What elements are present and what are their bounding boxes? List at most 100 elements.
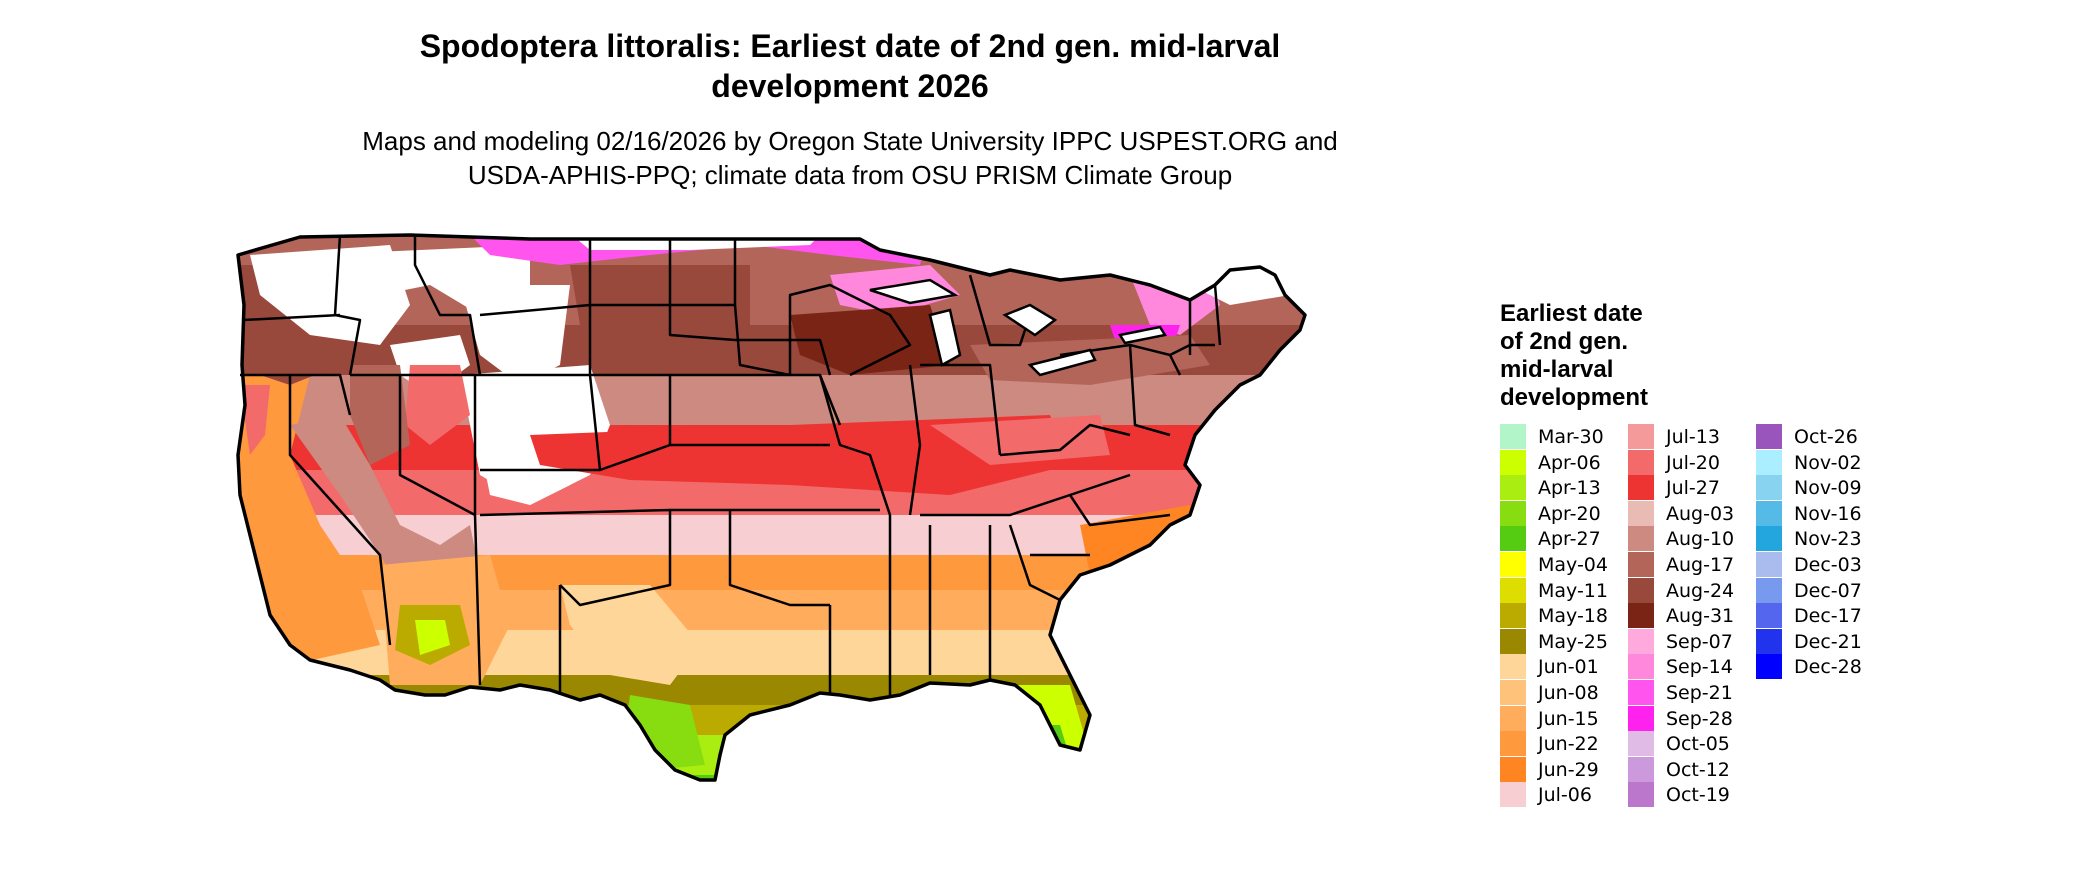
legend-label: May-11 bbox=[1538, 579, 1608, 602]
legend-label: Jul-27 bbox=[1666, 477, 1720, 500]
legend-label: May-25 bbox=[1538, 630, 1608, 653]
legend-label: Dec-17 bbox=[1794, 605, 1862, 628]
legend-swatch bbox=[1756, 475, 1782, 501]
map-title: Spodoptera littoralis: Earliest date of … bbox=[200, 26, 1500, 106]
legend-label: Aug-24 bbox=[1666, 579, 1735, 602]
legend-swatch bbox=[1756, 603, 1782, 629]
legend-item: May-04 bbox=[1500, 552, 1640, 577]
legend-item: Aug-10 bbox=[1628, 526, 1768, 552]
legend-label: May-04 bbox=[1538, 554, 1608, 576]
legend-item: Sep-14 bbox=[1628, 654, 1768, 680]
map-subtitle-line2: USDA-APHIS-PPQ; climate data from OSU PR… bbox=[467, 160, 1233, 190]
legend-swatch bbox=[1628, 552, 1654, 577]
legend-item: Dec-03 bbox=[1756, 552, 1896, 577]
legend-item: May-11 bbox=[1500, 577, 1640, 603]
legend-label: Sep-28 bbox=[1666, 707, 1733, 730]
legend-label: Aug-03 bbox=[1666, 502, 1735, 525]
legend-label: Mar-30 bbox=[1538, 426, 1604, 448]
legend-label: Jun-22 bbox=[1538, 733, 1599, 756]
legend-item: Aug-24 bbox=[1628, 577, 1768, 603]
legend-swatch bbox=[1628, 475, 1654, 501]
legend-swatch bbox=[1628, 526, 1654, 552]
legend-swatch bbox=[1756, 424, 1782, 449]
legend-swatch bbox=[1756, 654, 1782, 680]
legend-item: Dec-17 bbox=[1756, 603, 1896, 629]
legend-item: Jun-01 bbox=[1500, 654, 1640, 680]
legend-label: Jun-29 bbox=[1538, 758, 1599, 781]
legend-item: Jun-15 bbox=[1500, 705, 1640, 731]
legend-swatch bbox=[1628, 680, 1654, 705]
legend-item: Apr-27 bbox=[1500, 526, 1640, 552]
legend-swatch bbox=[1500, 424, 1526, 449]
legend-label: Nov-16 bbox=[1794, 502, 1862, 525]
legend-item: Jun-29 bbox=[1500, 756, 1640, 782]
legend-label: Jul-20 bbox=[1666, 451, 1720, 474]
legend-swatch bbox=[1628, 424, 1654, 449]
legend-item: Jul-27 bbox=[1628, 475, 1768, 501]
legend-swatch bbox=[1628, 731, 1654, 757]
legend-swatch bbox=[1500, 654, 1526, 680]
legend-item: Jul-20 bbox=[1628, 449, 1768, 475]
legend-swatch bbox=[1756, 526, 1782, 552]
legend-label: Dec-28 bbox=[1794, 656, 1862, 679]
legend-swatch bbox=[1500, 475, 1526, 501]
legend-item: Jul-06 bbox=[1500, 782, 1640, 808]
legend-swatch bbox=[1500, 680, 1526, 705]
legend-swatch bbox=[1500, 628, 1526, 654]
legend-item: Aug-17 bbox=[1628, 552, 1768, 577]
legend-item: Nov-02 bbox=[1756, 449, 1896, 475]
legend-item: Dec-28 bbox=[1756, 654, 1896, 680]
legend-label: Apr-27 bbox=[1538, 528, 1601, 551]
legend-swatch bbox=[1628, 756, 1654, 782]
legend-label: Dec-03 bbox=[1794, 554, 1862, 576]
legend-item: Apr-13 bbox=[1500, 475, 1640, 501]
us-map bbox=[230, 225, 1470, 890]
legend-item: Aug-03 bbox=[1628, 500, 1768, 526]
legend-label: Nov-23 bbox=[1794, 528, 1862, 551]
legend-label: Apr-06 bbox=[1538, 451, 1601, 474]
legend-swatch bbox=[1500, 603, 1526, 629]
legend-item: Jul-13 bbox=[1628, 424, 1768, 449]
legend-label: Jul-06 bbox=[1538, 784, 1592, 807]
legend-label: Dec-07 bbox=[1794, 579, 1862, 602]
legend-item: May-25 bbox=[1500, 628, 1640, 654]
legend-item: Nov-16 bbox=[1756, 500, 1896, 526]
legend-item: Apr-20 bbox=[1500, 500, 1640, 526]
map-title-line2: development 2026 bbox=[711, 68, 989, 104]
legend-item: Sep-21 bbox=[1628, 680, 1768, 705]
legend-label: Aug-17 bbox=[1666, 554, 1735, 576]
legend-swatch bbox=[1756, 552, 1782, 577]
legend-swatch bbox=[1756, 500, 1782, 526]
legend-swatch bbox=[1628, 628, 1654, 654]
legend-label: Nov-02 bbox=[1794, 451, 1862, 474]
legend-swatch bbox=[1756, 577, 1782, 603]
legend-title: Earliest date of 2nd gen. mid-larval dev… bbox=[1500, 300, 1649, 411]
legend-item: Dec-07 bbox=[1756, 577, 1896, 603]
legend-label: Aug-10 bbox=[1666, 528, 1735, 551]
legend-label: Jul-13 bbox=[1666, 426, 1720, 448]
legend-item: Dec-21 bbox=[1756, 628, 1896, 654]
legend-swatch bbox=[1500, 552, 1526, 577]
legend-item: Aug-31 bbox=[1628, 603, 1768, 629]
legend-item: Jun-08 bbox=[1500, 680, 1640, 705]
legend: Earliest date of 2nd gen. mid-larval dev… bbox=[1500, 300, 1920, 808]
map-subtitle-line1: Maps and modeling 02/16/2026 by Oregon S… bbox=[362, 126, 1338, 156]
legend-item: Sep-07 bbox=[1628, 628, 1768, 654]
legend-label: May-18 bbox=[1538, 605, 1608, 628]
legend-label: Oct-19 bbox=[1666, 784, 1730, 807]
legend-item: Nov-09 bbox=[1756, 475, 1896, 501]
legend-item: Nov-23 bbox=[1756, 526, 1896, 552]
legend-item: Apr-06 bbox=[1500, 449, 1640, 475]
legend-label: Jun-08 bbox=[1538, 682, 1599, 704]
legend-swatch bbox=[1756, 628, 1782, 654]
legend-swatch bbox=[1628, 449, 1654, 475]
legend-swatch bbox=[1500, 526, 1526, 552]
legend-swatch bbox=[1500, 449, 1526, 475]
legend-swatch bbox=[1628, 782, 1654, 808]
legend-swatch bbox=[1756, 449, 1782, 475]
legend-swatch bbox=[1500, 705, 1526, 731]
legend-item: Oct-05 bbox=[1628, 731, 1768, 757]
legend-swatch bbox=[1500, 500, 1526, 526]
legend-item: Jun-22 bbox=[1500, 731, 1640, 757]
legend-label: Oct-12 bbox=[1666, 758, 1730, 781]
